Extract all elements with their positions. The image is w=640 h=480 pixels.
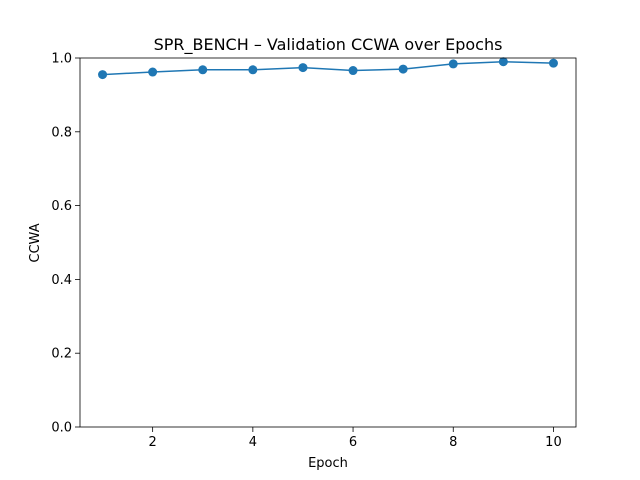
data-point xyxy=(548,58,558,68)
x-tick-label: 10 xyxy=(545,435,562,450)
y-tick-label: 0.8 xyxy=(51,125,72,140)
data-point xyxy=(298,63,308,73)
x-tick-label: 4 xyxy=(249,435,257,450)
series-line xyxy=(102,60,554,76)
data-point xyxy=(148,67,158,77)
y-axis-label: CCWA xyxy=(28,223,43,262)
data-point xyxy=(498,57,508,67)
y-tick-label: 0.4 xyxy=(51,273,72,288)
x-tick-label: 8 xyxy=(449,435,457,450)
data-point xyxy=(448,59,458,69)
plot-area: 2 4 6 8 10 0.0 0.2 0.4 0.6 0.8 1.0 xyxy=(51,52,577,450)
y-tick-label: 0.2 xyxy=(51,347,72,362)
data-point xyxy=(348,66,358,76)
y-tick-label: 1.0 xyxy=(51,52,72,67)
data-point xyxy=(198,65,208,75)
data-point xyxy=(398,64,408,74)
x-tick-label: 6 xyxy=(349,435,357,450)
x-tick-label: 2 xyxy=(149,435,157,450)
chart-title: SPR_BENCH – Validation CCWA over Epochs xyxy=(154,35,503,55)
y-tick-label: 0.6 xyxy=(51,199,72,214)
data-point xyxy=(98,70,108,80)
data-point xyxy=(248,65,258,75)
axes-frame xyxy=(79,57,577,428)
y-tick-label: 0.0 xyxy=(51,421,72,436)
x-axis-label: Epoch xyxy=(308,456,348,471)
